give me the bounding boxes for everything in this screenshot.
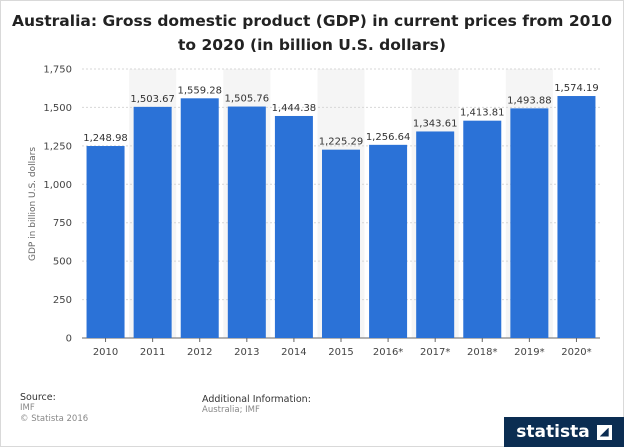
y-tick-label: 1,250: [43, 141, 72, 152]
bar: [180, 98, 219, 338]
additional-info-value: Australia; IMF: [202, 405, 260, 415]
bar: [510, 108, 549, 339]
x-tick-label: 2020*: [561, 347, 591, 358]
x-tick-label: 2011: [140, 347, 165, 358]
bar: [227, 106, 266, 338]
y-tick-label: 1,500: [43, 103, 72, 114]
x-tick-label: 2015: [328, 347, 353, 358]
statista-logo-icon: [596, 424, 612, 440]
source-value: IMF: [20, 403, 35, 413]
bar: [463, 120, 502, 338]
y-tick-label: 250: [53, 295, 72, 306]
additional-info-block: Additional Information: Australia; IMF: [202, 394, 311, 416]
y-tick-label: 1,750: [43, 65, 72, 76]
x-tick-label: 2013: [234, 347, 259, 358]
value-label: 1,225.29: [319, 137, 364, 148]
y-tick-label: 0: [66, 334, 72, 345]
chart-title-line-2: to 2020 (in billion U.S. dollars): [178, 36, 446, 54]
x-tick-label: 2018*: [467, 347, 497, 358]
value-label: 1,559.28: [177, 85, 222, 96]
x-tick-label: 2019*: [514, 347, 544, 358]
bar: [369, 144, 408, 338]
value-label: 1,256.64: [366, 132, 411, 143]
value-label: 1,574.19: [554, 83, 599, 94]
y-tick-label: 500: [53, 257, 72, 268]
chart-title-line-1: Australia: Gross domestic product (GDP) …: [12, 12, 612, 30]
copyright-text: © Statista 2016: [20, 414, 89, 424]
additional-info-label: Additional Information:: [202, 394, 311, 405]
bar: [557, 96, 596, 338]
x-tick-label: 2017*: [420, 347, 450, 358]
y-axis-ticks: 0 250 500 750 1,000 1,250 1,500 1,750: [43, 65, 72, 345]
x-tick-label: 2012: [187, 347, 212, 358]
y-axis-label: GDP in billion U.S. dollars: [28, 147, 38, 261]
bar: [322, 149, 360, 338]
x-tick-label: 2010: [93, 347, 118, 358]
bars: [86, 96, 596, 339]
value-label: 1,413.81: [460, 108, 505, 119]
statista-logo[interactable]: statista: [504, 417, 624, 447]
x-tick-label: 2014: [281, 347, 306, 358]
chart-title: Australia: Gross domestic product (GDP) …: [0, 9, 624, 57]
y-tick-label: 1,000: [43, 180, 72, 191]
bar: [86, 146, 125, 338]
value-label: 1,503.67: [130, 94, 175, 105]
source-block: Source: IMF © Statista 2016: [20, 392, 88, 425]
bar: [416, 131, 455, 338]
value-label: 1,444.38: [272, 103, 317, 114]
value-label: 1,343.61: [413, 118, 458, 129]
bar: [133, 106, 172, 338]
value-label: 1,505.76: [225, 94, 270, 105]
x-tick-label: 2016*: [373, 347, 403, 358]
value-label: 1,248.98: [83, 133, 128, 144]
value-labels: 1,248.98 1,503.671,559.281,505.761,444.38…: [83, 83, 598, 148]
y-tick-label: 750: [53, 218, 72, 229]
statista-wordmark: statista: [516, 422, 590, 442]
x-axis-ticks: 2010 2011 2012 2013 2014 2015 2016* 2017* 2018* 2…: [93, 338, 592, 358]
value-label: 1,493.88: [507, 95, 552, 106]
source-label: Source:: [20, 392, 56, 403]
bar: [274, 115, 313, 339]
